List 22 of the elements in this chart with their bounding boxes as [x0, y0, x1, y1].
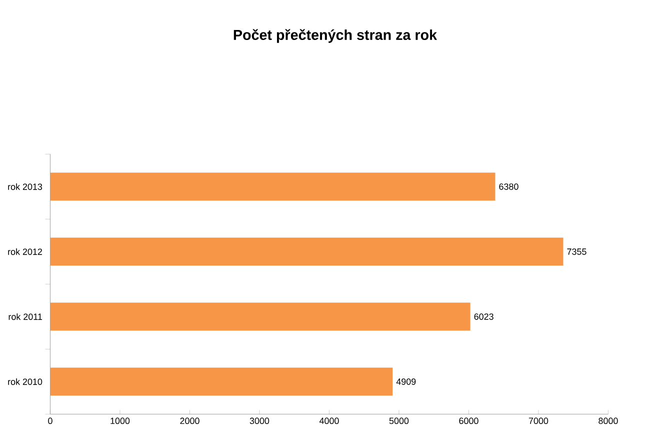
chart-title: Počet přečtených stran za rok: [234, 29, 438, 43]
x-tick-label: 6000: [459, 418, 478, 424]
x-tick-label: 8000: [598, 418, 618, 424]
y-tick-label: rok 2013: [8, 183, 42, 190]
x-tick-label: 1000: [110, 418, 130, 424]
bar: [50, 238, 564, 266]
data-label: 4909: [396, 378, 416, 385]
x-tick-label: 0: [48, 418, 52, 424]
y-tick-label: rok 2010: [8, 378, 42, 385]
bar: [50, 302, 470, 330]
y-tick-label: rok 2012: [8, 248, 42, 255]
y-tick-label: rok 2011: [8, 313, 42, 320]
data-label: 6380: [499, 183, 518, 190]
x-tick-label: 4000: [319, 418, 339, 424]
bar: [50, 368, 393, 396]
bar: [50, 172, 496, 200]
x-tick-label: 7000: [528, 418, 548, 424]
x-tick-label: 5000: [389, 418, 409, 424]
x-tick-label: 3000: [250, 418, 270, 424]
data-label: 7355: [567, 248, 586, 255]
x-tick-label: 2000: [180, 418, 200, 424]
data-label: 6023: [474, 313, 494, 320]
